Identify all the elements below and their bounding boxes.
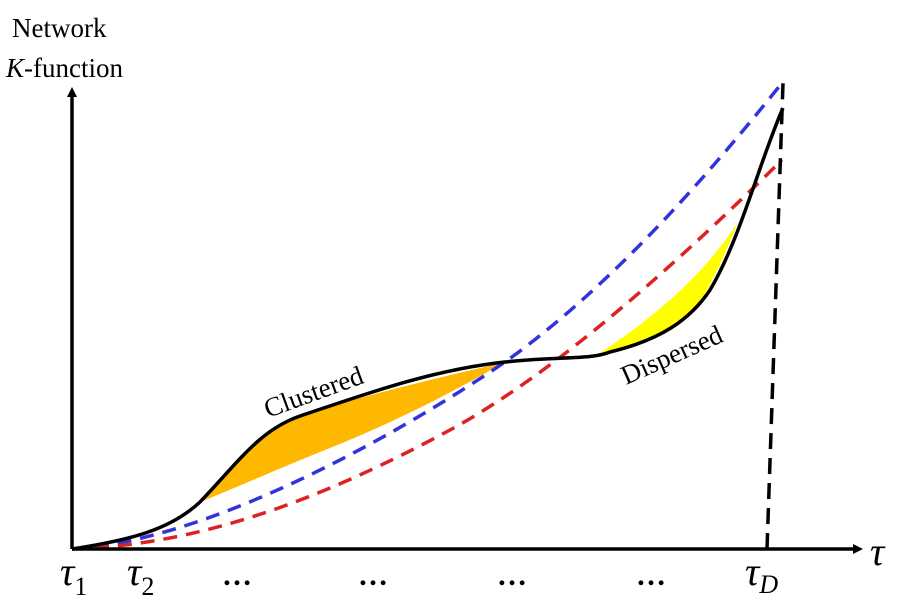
x-axis-label: τ — [870, 529, 886, 574]
y-axis-label-line2: K-function — [5, 53, 123, 83]
y-axis-label-function: -function — [24, 53, 123, 83]
tick-tau-1-symbol: τ — [60, 549, 76, 594]
y-axis-label-k: K — [5, 53, 26, 83]
dispersed-label: Dispersed — [616, 319, 727, 391]
tau-d-dashed-line — [765, 82, 785, 550]
observed-k-curve — [71, 107, 785, 551]
tick-ellipsis-1: … — [222, 559, 254, 592]
tick-tau-d-subscript: D — [758, 570, 778, 599]
y-axis-label-line1: Network — [12, 13, 107, 43]
tick-tau-2: τ2 — [127, 549, 154, 601]
tick-ellipsis-3: … — [497, 559, 529, 592]
tick-tau-1: τ1 — [60, 549, 87, 601]
tick-tau-d-symbol: τ — [745, 549, 761, 594]
clustered-region — [200, 362, 505, 502]
lower-envelope-curve — [71, 158, 784, 551]
tick-ellipsis-2: … — [358, 559, 390, 592]
tick-tau-d: τD — [745, 549, 778, 599]
upper-envelope-curve — [71, 81, 784, 551]
tick-tau-2-subscript: 2 — [141, 572, 154, 601]
tick-tau-1-subscript: 1 — [74, 572, 87, 601]
tick-tau-2-symbol: τ — [127, 549, 143, 594]
tick-ellipsis-4: … — [636, 559, 668, 592]
